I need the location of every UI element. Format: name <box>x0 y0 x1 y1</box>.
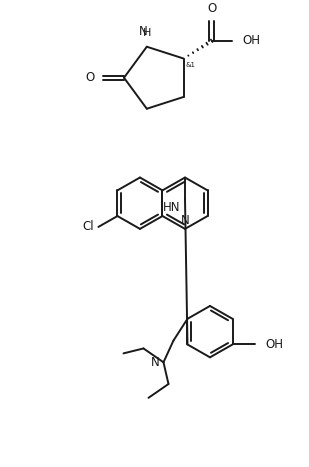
Text: H: H <box>143 28 151 38</box>
Text: O: O <box>86 71 95 84</box>
Text: Cl: Cl <box>83 220 94 234</box>
Text: HN: HN <box>163 201 180 214</box>
Text: OH: OH <box>265 338 284 351</box>
Text: OH: OH <box>243 34 261 47</box>
Text: &1: &1 <box>186 62 196 68</box>
Text: N: N <box>181 214 189 227</box>
Text: N: N <box>151 356 159 369</box>
Text: N: N <box>138 25 147 38</box>
Text: O: O <box>207 2 216 15</box>
